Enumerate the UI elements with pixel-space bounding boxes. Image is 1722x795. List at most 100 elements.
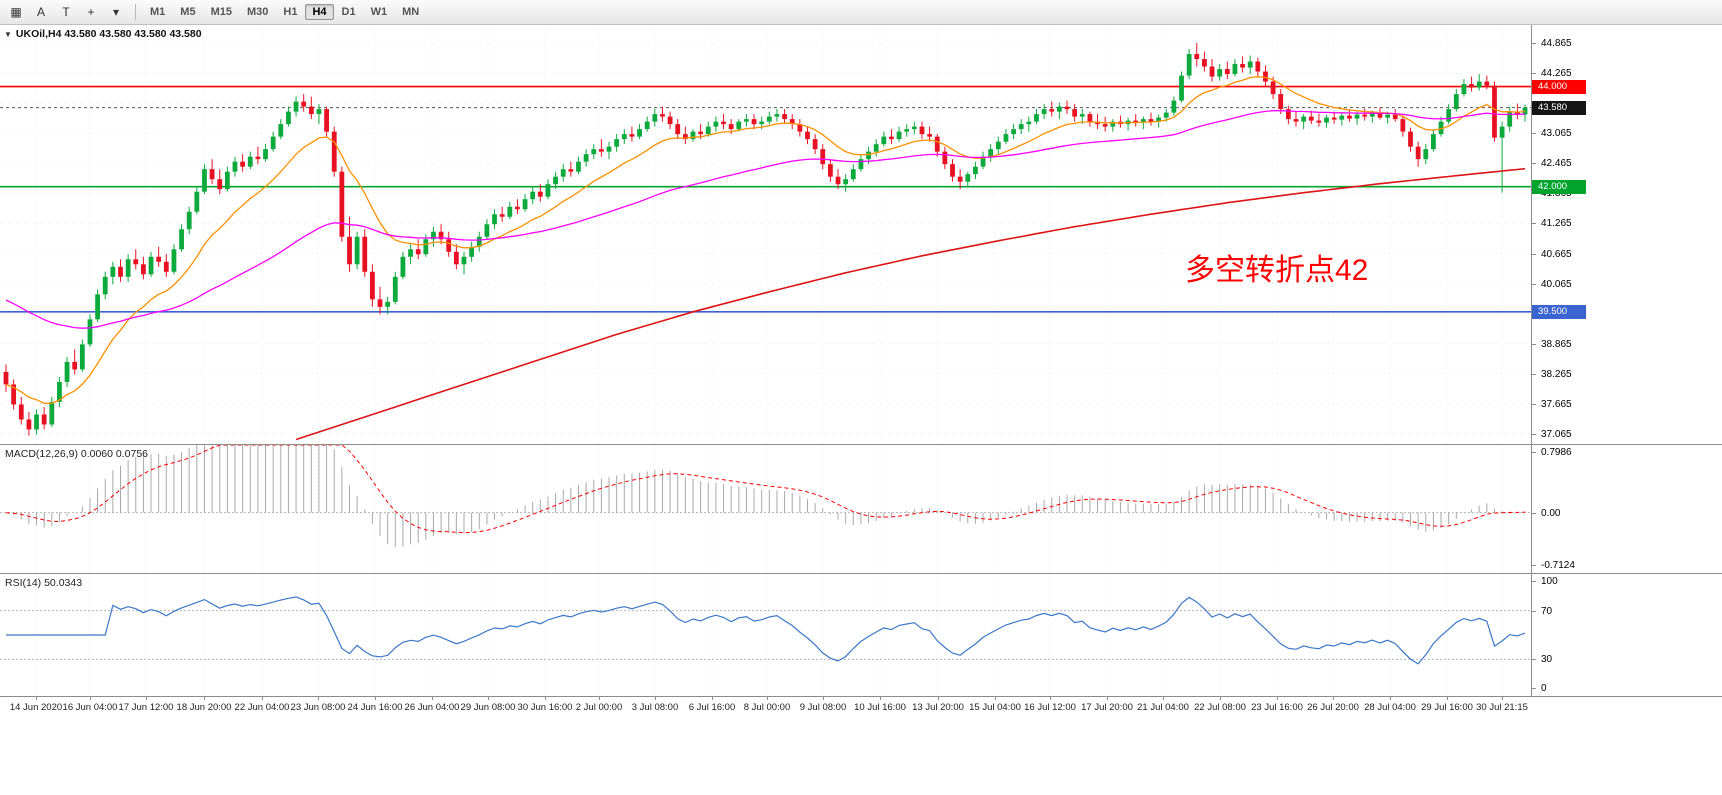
price-scale[interactable]: 44.865 44.265 43.065 42.465 41.865 41.265 40.6… xyxy=(1531,25,1722,444)
time-tick xyxy=(488,697,489,700)
timeframe-button-w1[interactable]: W1 xyxy=(370,6,388,18)
scale-tick xyxy=(1532,73,1536,75)
chart-annotation[interactable]: 多空转折点42 xyxy=(1185,254,1369,287)
macd-scale-label: 0.7986 xyxy=(1541,447,1572,458)
time-tick xyxy=(90,697,91,700)
price-tick-label: 38.865 xyxy=(1541,338,1572,350)
time-label: 29 Jun 08:00 xyxy=(460,702,516,713)
rsi-label: RSI(14) 50.0343 xyxy=(5,577,83,589)
price-tick-label: 37.665 xyxy=(1541,398,1572,410)
time-label: 26 Jul 20:00 xyxy=(1307,702,1359,713)
time-label: 21 Jul 04:00 xyxy=(1137,702,1189,713)
time-label: 23 Jun 08:00 xyxy=(290,702,346,713)
timeframe-button-m30[interactable]: M30 xyxy=(246,6,269,18)
symbol-ohlc-text: UKOil,H4 43.580 43.580 43.580 43.580 xyxy=(15,28,202,40)
time-label: 6 Jul 16:00 xyxy=(688,702,736,713)
more-dropdown-icon[interactable]: ▾ xyxy=(112,5,120,19)
price-tick-label: 40.065 xyxy=(1541,278,1572,290)
timeframe-button-mn[interactable]: MN xyxy=(402,6,420,18)
rsi-scale-label: 70 xyxy=(1541,605,1553,617)
time-tick xyxy=(823,697,824,700)
toolbar-tools: ▦ A T + ▾ xyxy=(4,2,128,23)
time-label: 28 Jul 04:00 xyxy=(1364,702,1416,713)
macd-scale[interactable]: 0.7986 0.00 -0.7124 xyxy=(1531,445,1722,573)
cursor-a-icon[interactable]: A xyxy=(36,5,45,19)
price-tick-label: 44.865 xyxy=(1541,38,1572,50)
price-tick-label: 38.265 xyxy=(1541,368,1572,380)
price-tick-label: 43.065 xyxy=(1541,128,1572,140)
time-label: 9 Jul 08:00 xyxy=(799,702,847,713)
time-tick xyxy=(767,697,768,700)
scale-tick xyxy=(1532,403,1536,405)
rsi-scale-label: 0 xyxy=(1541,683,1547,694)
text-tool-icon[interactable]: T xyxy=(62,5,70,19)
time-label: 24 Jun 16:00 xyxy=(347,702,403,713)
time-axis[interactable]: 14 Jun 2020 16 Jun 04:00 17 Jun 12:00 18 Ju… xyxy=(0,697,1722,719)
time-label: 10 Jul 16:00 xyxy=(854,702,906,713)
time-tick xyxy=(545,697,546,700)
scale-tick xyxy=(1532,253,1536,255)
time-tick xyxy=(146,697,147,700)
rsi-scale-label: 30 xyxy=(1541,654,1553,666)
timeframe-button-m5[interactable]: M5 xyxy=(180,6,196,18)
time-tick xyxy=(995,697,996,700)
timeframe-bar: M1 M5 M15 M30 H1 H4 D1 W1 MN xyxy=(143,4,426,20)
time-tick xyxy=(1107,697,1108,700)
time-tick xyxy=(1277,697,1278,700)
time-tick xyxy=(880,697,881,700)
macd-panel: MACD(12,26,9) 0.0060 0.0756 0.7986 0.00 -0… xyxy=(0,445,1722,574)
rsi-scale-label: 100 xyxy=(1541,576,1558,587)
scale-tick xyxy=(1532,581,1536,582)
scale-tick xyxy=(1532,373,1536,375)
timeframe-button-h4[interactable]: H4 xyxy=(305,4,334,20)
scale-tick xyxy=(1532,343,1536,345)
crosshair-icon[interactable]: + xyxy=(87,5,95,19)
time-tick xyxy=(712,697,713,700)
timeframe-button-d1[interactable]: D1 xyxy=(341,6,356,18)
rsi-panel: RSI(14) 50.0343 100 70 30 0 xyxy=(0,574,1722,697)
bottom-whitespace xyxy=(0,719,1722,795)
macd-scale-label: -0.7124 xyxy=(1541,560,1575,571)
rsi-scale[interactable]: 100 70 30 0 xyxy=(1531,574,1722,696)
timeframe-button-m1[interactable]: M1 xyxy=(150,6,166,18)
dropdown-arrow-icon[interactable]: ▼ xyxy=(4,29,12,39)
time-tick xyxy=(1220,697,1221,700)
time-tick xyxy=(1502,697,1503,700)
time-label: 29 Jul 16:00 xyxy=(1421,702,1473,713)
main-chart-panel: ▼ UKOil,H4 43.580 43.580 43.580 43.580 多… xyxy=(0,25,1722,445)
macd-canvas[interactable] xyxy=(0,445,1531,573)
time-label: 3 Jul 08:00 xyxy=(631,702,679,713)
price-tick-label: 41.865 xyxy=(1541,188,1572,200)
time-tick xyxy=(318,697,319,700)
timeframe-button-h1[interactable]: H1 xyxy=(283,6,298,18)
scale-tick xyxy=(1532,610,1536,612)
time-label: 2 Jul 00:00 xyxy=(575,702,623,713)
time-label: 22 Jul 08:00 xyxy=(1194,702,1246,713)
scale-tick xyxy=(1532,688,1536,689)
price-tick-label: 37.065 xyxy=(1541,428,1572,440)
time-tick xyxy=(1050,697,1051,700)
scale-tick xyxy=(1532,43,1536,45)
time-tick xyxy=(262,697,263,700)
rsi-canvas[interactable] xyxy=(0,574,1531,696)
scale-tick xyxy=(1532,512,1536,514)
price-tick-label: 42.465 xyxy=(1541,158,1572,170)
scale-tick xyxy=(1532,283,1536,285)
time-label: 26 Jun 04:00 xyxy=(404,702,460,713)
scale-tick xyxy=(1532,163,1536,165)
time-tick xyxy=(1163,697,1164,700)
time-label: 23 Jul 16:00 xyxy=(1251,702,1303,713)
time-tick xyxy=(1447,697,1448,700)
symbol-ohlc-label: ▼ UKOil,H4 43.580 43.580 43.580 43.580 xyxy=(4,28,202,40)
time-label: 30 Jun 16:00 xyxy=(517,702,573,713)
time-tick xyxy=(938,697,939,700)
level-price-badge: 39.500 xyxy=(1532,304,1586,319)
macd-label: MACD(12,26,9) 0.0060 0.0756 xyxy=(5,448,149,460)
timeframe-button-m15[interactable]: M15 xyxy=(210,6,232,18)
scale-tick xyxy=(1532,133,1536,135)
price-tick-label: 40.665 xyxy=(1541,248,1572,260)
chart-mode-icon[interactable]: ▦ xyxy=(10,5,22,19)
time-tick xyxy=(375,697,376,700)
price-chart-canvas[interactable] xyxy=(0,25,1531,444)
